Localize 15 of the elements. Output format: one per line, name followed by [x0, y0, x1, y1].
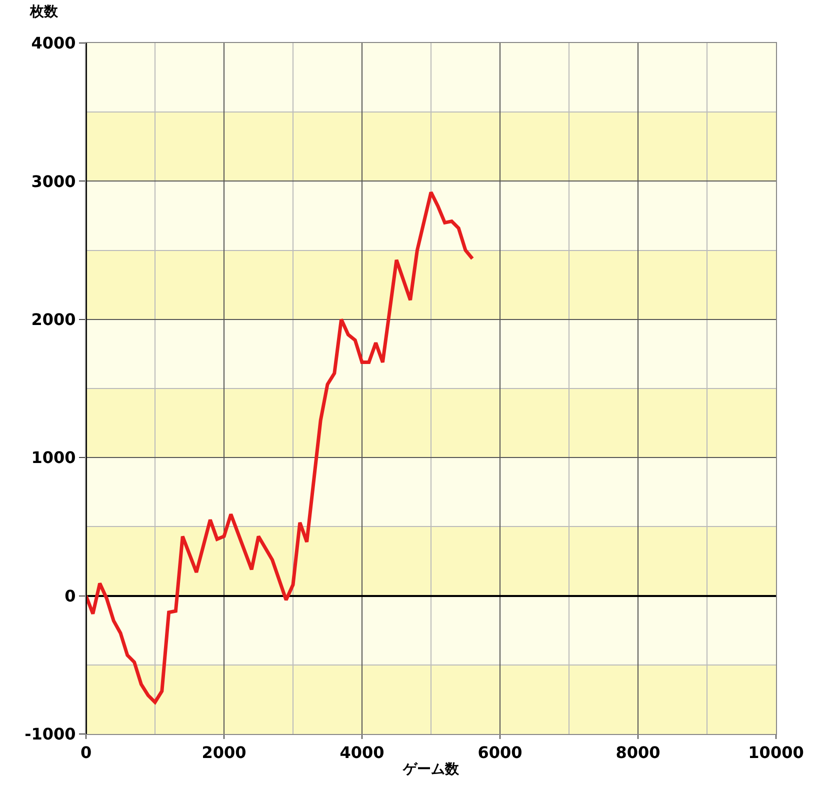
x-tick-label: 2000 — [202, 743, 246, 762]
x-tick-label: 0 — [80, 743, 92, 762]
y-tick-label: 3000 — [31, 172, 76, 191]
line-series — [86, 190, 474, 704]
x-tick-label: 6000 — [478, 743, 522, 762]
y-tick-label: 4000 — [31, 34, 76, 53]
x-tick-label: 8000 — [616, 743, 660, 762]
x-tick-label: 10000 — [748, 743, 804, 762]
x-tick-label: 4000 — [340, 743, 384, 762]
y-tick-label: 0 — [64, 586, 76, 606]
y-tick-label: -1000 — [24, 724, 76, 744]
y-tick-label: 1000 — [31, 448, 76, 468]
y-axis-title: 枚数 — [29, 4, 59, 20]
y-tick-label: 2000 — [31, 310, 76, 329]
x-axis-title: ゲーム数 — [402, 762, 460, 778]
